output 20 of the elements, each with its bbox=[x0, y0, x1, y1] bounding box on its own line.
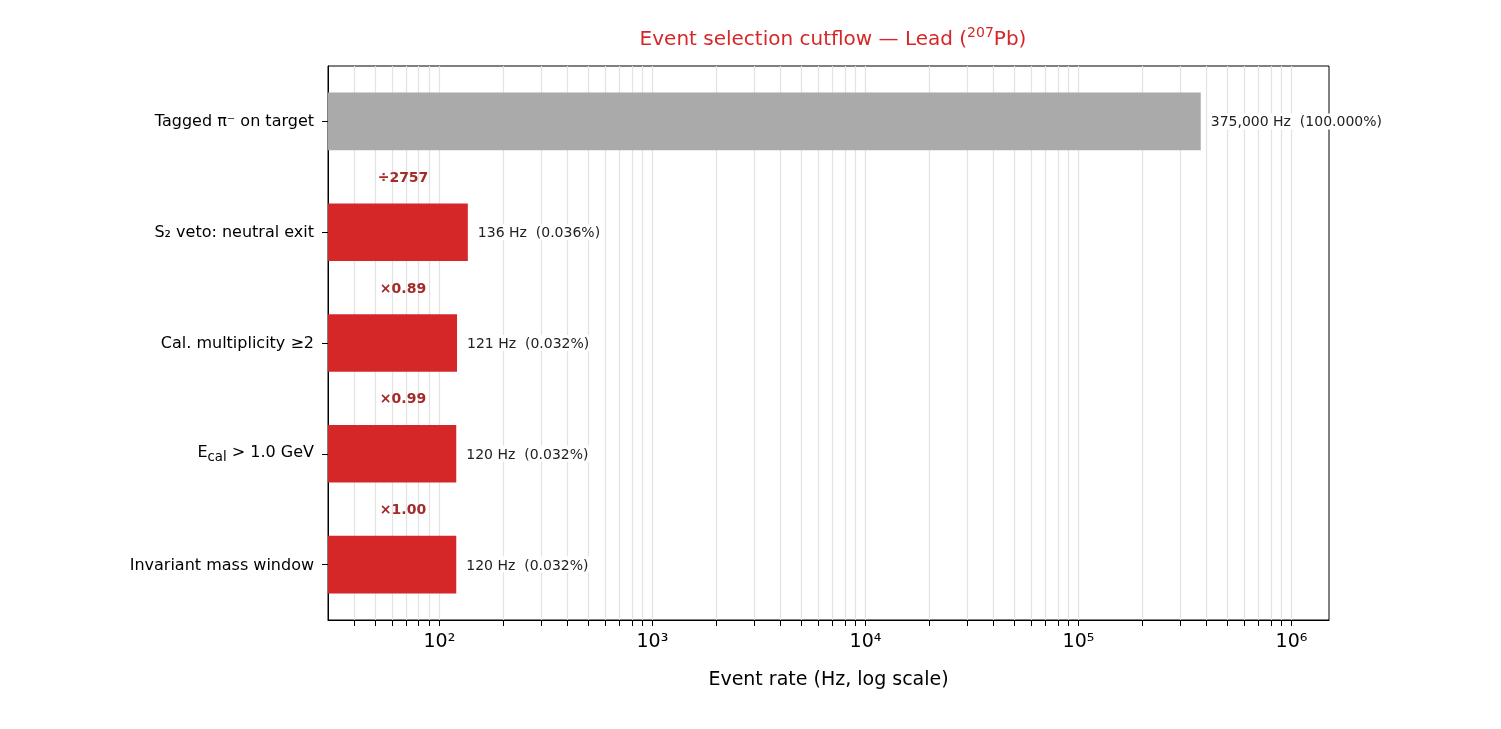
annotation: ×1.00 bbox=[379, 501, 427, 518]
annotation: ×0.99 bbox=[379, 390, 427, 407]
x-tick-label: 10³ bbox=[636, 628, 669, 651]
x-tick-label: 10⁵ bbox=[1062, 628, 1095, 651]
x-tick-label: 10² bbox=[423, 628, 456, 651]
annotation: ÷2757 bbox=[377, 168, 429, 185]
data-label: 121 Hz (0.032%) bbox=[467, 335, 590, 351]
y-tick-label: Invariant mass window bbox=[129, 554, 314, 574]
x-tick-label: 10⁶ bbox=[1275, 628, 1308, 651]
x-tick-label: 10⁴ bbox=[849, 628, 882, 651]
annotation: ×0.89 bbox=[379, 279, 427, 296]
data-label: 375,000 Hz (100.000%) bbox=[1210, 113, 1382, 130]
data-label: 120 Hz (0.032%) bbox=[466, 556, 589, 573]
y-tick-label: Cal. multiplicity ≥2 bbox=[160, 333, 314, 352]
y-tick-label: Tagged π⁻ on target bbox=[154, 111, 314, 131]
data-label: 136 Hz (0.036%) bbox=[477, 224, 601, 241]
y-tick-label: E$_{cal}$ > 1.0 GeV bbox=[197, 442, 314, 465]
y-tick-label: S₂ veto: neutral exit bbox=[154, 222, 314, 242]
data-label: 120 Hz (0.032%) bbox=[466, 445, 589, 462]
x-axis-title: Event rate (Hz, log scale) bbox=[708, 666, 949, 689]
